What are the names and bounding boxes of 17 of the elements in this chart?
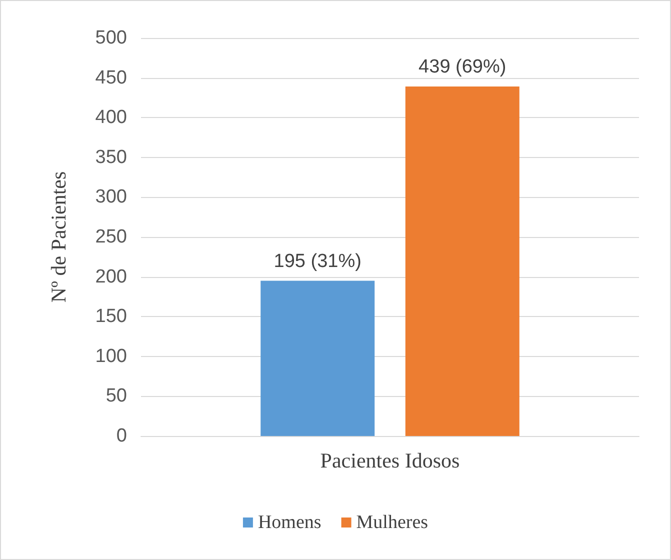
y-tick-label: 50 bbox=[106, 386, 127, 407]
y-axis-title: Nº de Pacientes bbox=[46, 171, 70, 303]
legend-label: Mulheres bbox=[356, 512, 428, 533]
legend-label: Homens bbox=[258, 512, 322, 533]
y-tick-label: 200 bbox=[95, 266, 127, 288]
y-tick-label: 450 bbox=[95, 67, 127, 88]
y-tick-label: 500 bbox=[95, 28, 127, 48]
y-tick-label: 400 bbox=[95, 107, 127, 128]
y-tick-label: 250 bbox=[95, 226, 127, 248]
y-tick-label: 150 bbox=[95, 306, 127, 328]
y-tick-label: 300 bbox=[95, 186, 127, 208]
y-tick-label: 350 bbox=[95, 146, 127, 168]
data-label: 195 (31%) bbox=[274, 250, 362, 272]
y-tick-label: 0 bbox=[116, 426, 127, 446]
x-tick-label: Pacientes Idosos bbox=[320, 448, 460, 472]
data-label: 439 (69%) bbox=[418, 56, 506, 78]
y-tick-label: 100 bbox=[95, 346, 127, 367]
